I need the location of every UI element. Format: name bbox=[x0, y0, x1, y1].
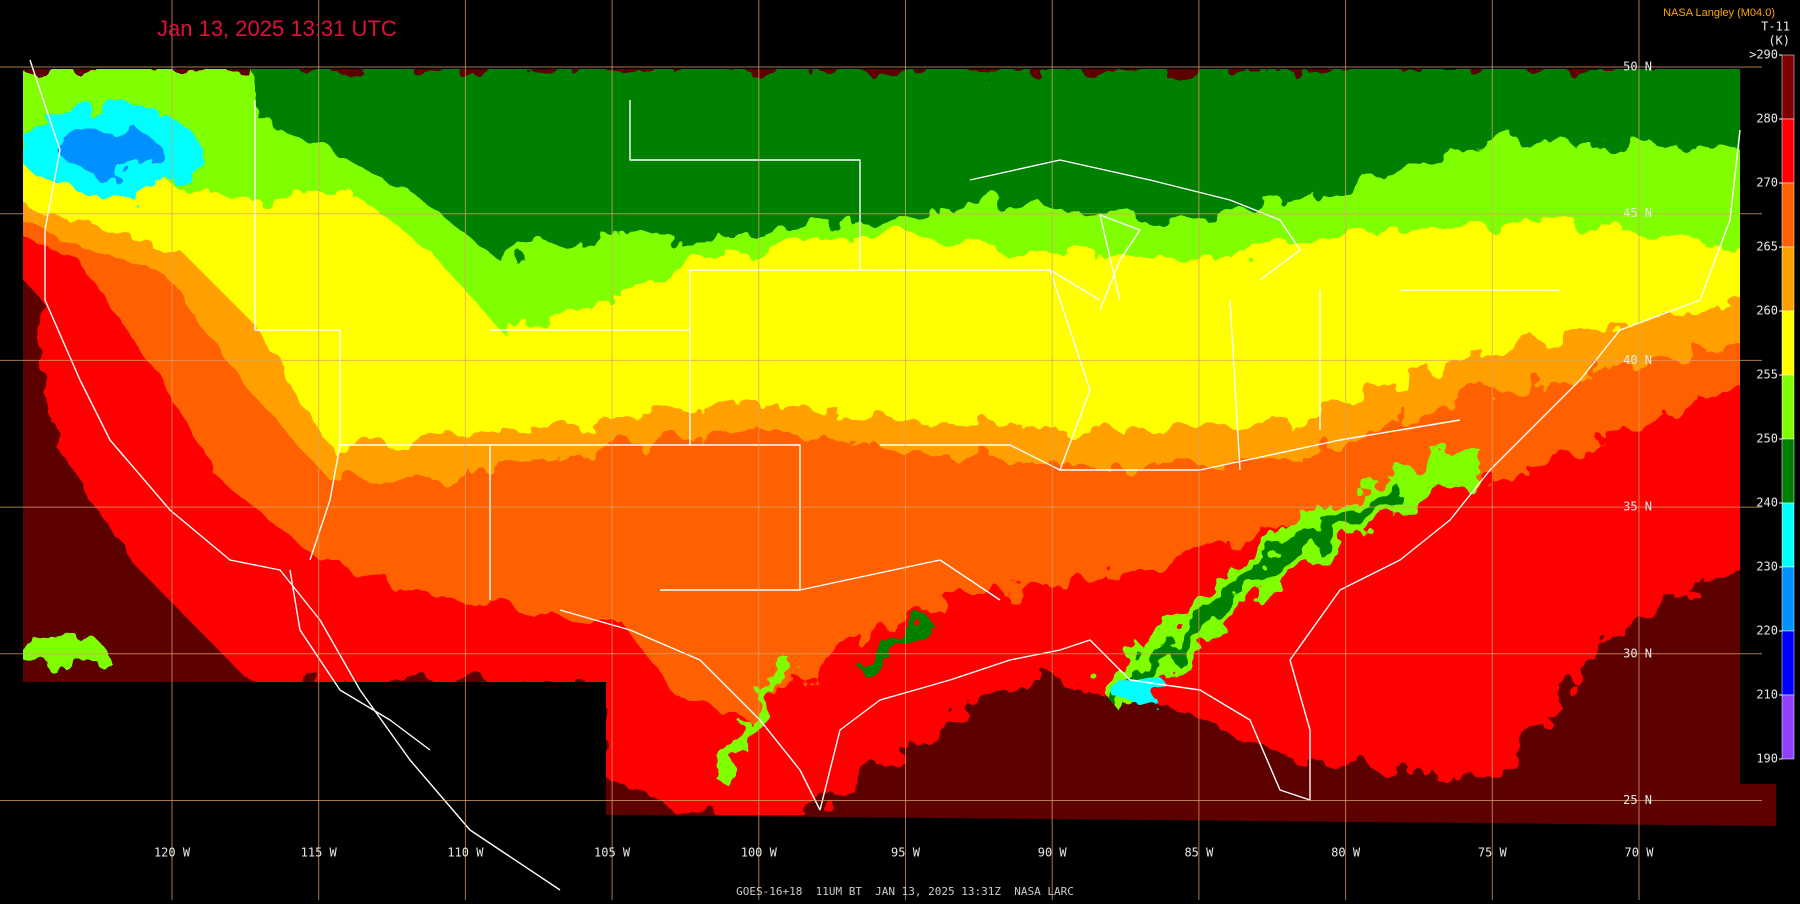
longitude-label: 85 W bbox=[1184, 846, 1214, 860]
green-zone bbox=[250, 69, 1760, 260]
cloud-band bbox=[1104, 482, 1404, 706]
legend-unit: (K) bbox=[1768, 34, 1790, 48]
cloud-band bbox=[23, 635, 105, 665]
footer: GOES-16+18 11UM BT JAN 13, 2025 13:31Z N… bbox=[736, 885, 1074, 898]
legend-tick-label: 270 bbox=[1756, 176, 1778, 190]
legend-tick-label: 265 bbox=[1756, 240, 1778, 254]
legend-tick-label: 210 bbox=[1756, 688, 1778, 702]
longitude-label: 120 W bbox=[154, 846, 191, 860]
color-swatch bbox=[1781, 246, 1795, 312]
longitude-label: 100 W bbox=[741, 846, 778, 860]
coastline bbox=[29, 59, 1741, 891]
graticule: 120 W 115 W 110 W 105 W 100 W 95 W 90 W 85 W 80 … bbox=[0, 0, 1762, 900]
temperature-field bbox=[23, 69, 1760, 815]
color-swatch bbox=[1781, 182, 1795, 248]
color-swatch bbox=[1781, 694, 1795, 760]
latitude-label: 50 N bbox=[1623, 60, 1652, 74]
color-bar: >290 280 270 265 260 255 250 240 230 220 210 190 bbox=[1749, 48, 1795, 766]
color-swatch bbox=[1781, 502, 1795, 568]
latitude-label: 45 N bbox=[1623, 206, 1652, 220]
color-swatch bbox=[1781, 310, 1795, 376]
latitude-label: 30 N bbox=[1623, 646, 1652, 660]
color-swatch bbox=[1781, 566, 1795, 632]
latitude-label: 40 N bbox=[1623, 353, 1652, 367]
legend-title: T-11 bbox=[1761, 20, 1790, 34]
legend-tick-label: 190 bbox=[1756, 752, 1778, 766]
cold-cloud bbox=[1110, 676, 1170, 704]
color-swatch bbox=[1781, 118, 1795, 184]
longitude-label: 110 W bbox=[447, 846, 484, 860]
color-swatch bbox=[1781, 374, 1795, 440]
imagery bbox=[23, 69, 1776, 826]
cloud-band bbox=[855, 614, 935, 676]
legend-tick-label: 250 bbox=[1756, 432, 1778, 446]
longitude-label: 70 W bbox=[1625, 846, 1655, 860]
legend-tick-label: 255 bbox=[1756, 368, 1778, 382]
longitude-label: 90 W bbox=[1038, 846, 1068, 860]
latitude-label: 35 N bbox=[1623, 500, 1652, 514]
color-swatch bbox=[1781, 54, 1795, 120]
credit: NASA Langley (M04.0) bbox=[1663, 7, 1775, 19]
legend-tick-label: 230 bbox=[1756, 560, 1778, 574]
color-swatch bbox=[1781, 438, 1795, 504]
longitude-label: 105 W bbox=[594, 846, 631, 860]
timestamp-title: Jan 13, 2025 13:31 UTC bbox=[157, 16, 397, 41]
longitude-label: 95 W bbox=[891, 846, 921, 860]
legend-tick-label: 260 bbox=[1756, 304, 1778, 318]
legend-tick-label: 240 bbox=[1756, 496, 1778, 510]
legend-tick-label: >290 bbox=[1749, 48, 1778, 62]
longitude-label: 115 W bbox=[301, 846, 338, 860]
cold-cloud bbox=[60, 128, 160, 172]
legend-tick-label: 220 bbox=[1756, 624, 1778, 638]
legend-tick-label: 280 bbox=[1756, 112, 1778, 126]
color-swatch bbox=[1781, 630, 1795, 696]
cloud-band bbox=[714, 656, 796, 784]
latitude-label: 25 N bbox=[1623, 793, 1652, 807]
longitude-label: 75 W bbox=[1478, 846, 1508, 860]
longitude-label: 80 W bbox=[1331, 846, 1361, 860]
